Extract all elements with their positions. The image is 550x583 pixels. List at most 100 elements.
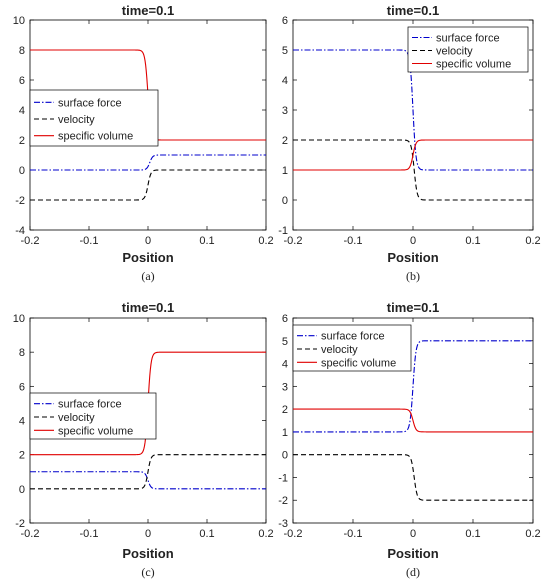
x-tick-label: -0.1 bbox=[80, 528, 99, 540]
y-tick-label: -3 bbox=[278, 518, 288, 530]
x-tick-label: 0.2 bbox=[258, 235, 273, 247]
y-tick-label: 5 bbox=[282, 336, 288, 348]
y-tick-label: 10 bbox=[13, 313, 25, 325]
chart-panel-2: time=0.1 -0.2 -0.1 0 0.1 0.2 -2 0 2 4 6 8 10 Position… bbox=[13, 300, 274, 579]
chart-title: time=0.1 bbox=[387, 300, 439, 315]
legend-entry: velocity bbox=[58, 412, 95, 424]
y-tick-label: 4 bbox=[19, 105, 25, 117]
x-tick-label: -0.1 bbox=[80, 235, 99, 247]
legend-entry: specific volume bbox=[436, 59, 511, 71]
y-tick-label: 4 bbox=[282, 75, 288, 87]
chart-title: time=0.1 bbox=[387, 3, 439, 18]
x-tick-label: 0.2 bbox=[525, 528, 540, 540]
series-line-velocity bbox=[30, 454, 266, 490]
legend-entry: surface force bbox=[321, 331, 385, 343]
chart-title: time=0.1 bbox=[122, 3, 174, 18]
x-tick-label: 0.1 bbox=[465, 528, 480, 540]
series-line-surface-force bbox=[293, 49, 533, 171]
x-axis-label: Position bbox=[387, 546, 438, 561]
y-tick-label: 4 bbox=[282, 359, 288, 371]
y-tick-label: 3 bbox=[282, 105, 288, 117]
x-tick-label: -0.1 bbox=[344, 528, 363, 540]
y-tick-label: 6 bbox=[282, 15, 288, 27]
y-tick-label: 0 bbox=[19, 484, 25, 496]
y-tick-label: 1 bbox=[282, 427, 288, 439]
y-tick-label: 6 bbox=[19, 381, 25, 393]
x-tick-label: -0.2 bbox=[284, 528, 303, 540]
y-tick-label: 6 bbox=[19, 75, 25, 87]
x-tick-label: 0.2 bbox=[525, 235, 540, 247]
y-tick-label: -1 bbox=[278, 225, 288, 237]
x-tick-label: 0.1 bbox=[199, 528, 214, 540]
x-tick-label: 0 bbox=[410, 528, 416, 540]
x-tick-label: 0.1 bbox=[199, 235, 214, 247]
y-tick-label: 4 bbox=[19, 416, 25, 428]
y-tick-label: -2 bbox=[278, 495, 288, 507]
legend: surface force velocity specific volume bbox=[29, 89, 159, 147]
x-axis-label: Position bbox=[122, 250, 173, 265]
y-tick-label: 2 bbox=[19, 135, 25, 147]
chart-title: time=0.1 bbox=[122, 300, 174, 315]
x-tick-label: 0.1 bbox=[465, 235, 480, 247]
panel-caption: (d) bbox=[406, 565, 420, 579]
panel-caption: (a) bbox=[141, 269, 154, 283]
y-tick-label: 5 bbox=[282, 45, 288, 57]
y-tick-label: -4 bbox=[15, 225, 25, 237]
y-tick-label: 2 bbox=[19, 450, 25, 462]
legend-entry: surface force bbox=[436, 33, 500, 45]
y-tick-label: 0 bbox=[282, 195, 288, 207]
legend-entry: surface force bbox=[58, 97, 122, 109]
x-tick-label: 0.2 bbox=[258, 528, 273, 540]
chart-panel-0: time=0.1 -0.2 -0.1 0 0.1 0.2 -4 -2 0 2 4 6 8 10 Positi… bbox=[13, 3, 274, 283]
panel-caption: (c) bbox=[141, 565, 154, 579]
series-line-specific-volume bbox=[293, 408, 533, 433]
series-line-specific-volume bbox=[293, 139, 533, 171]
legend-box bbox=[29, 89, 159, 147]
legend-entry: velocity bbox=[58, 114, 95, 126]
x-tick-label: 0 bbox=[410, 235, 416, 247]
panel-caption: (b) bbox=[406, 269, 420, 283]
y-tick-label: 0 bbox=[282, 450, 288, 462]
legend-entry: specific volume bbox=[321, 357, 396, 369]
series-line-surface-force bbox=[293, 340, 533, 433]
legend-box bbox=[407, 26, 529, 73]
y-tick-label: 6 bbox=[282, 313, 288, 325]
y-tick-label: 2 bbox=[282, 404, 288, 416]
legend-box bbox=[29, 392, 157, 440]
y-tick-label: 8 bbox=[19, 45, 25, 57]
x-tick-label: 0 bbox=[145, 235, 151, 247]
series-line-surface-force bbox=[30, 154, 266, 171]
legend-entry: specific volume bbox=[58, 425, 133, 437]
series-line-velocity bbox=[30, 169, 266, 201]
y-tick-label: -2 bbox=[15, 195, 25, 207]
x-tick-label: -0.1 bbox=[344, 235, 363, 247]
chart-panel-3: time=0.1 -0.2 -0.1 0 0.1 0.2 -3 -2 -1 0 1 2 3 4 5 6 Posi… bbox=[278, 300, 540, 579]
y-tick-label: 3 bbox=[282, 381, 288, 393]
y-tick-label: 8 bbox=[19, 347, 25, 359]
x-axis-label: Position bbox=[122, 546, 173, 561]
legend-entry: surface force bbox=[58, 399, 122, 411]
series-line-velocity bbox=[293, 454, 533, 501]
y-tick-label: 0 bbox=[19, 165, 25, 177]
y-tick-label: 10 bbox=[13, 15, 25, 27]
y-tick-label: -2 bbox=[15, 518, 25, 530]
series-line-surface-force bbox=[30, 471, 266, 490]
series-line-velocity bbox=[293, 139, 533, 201]
legend-box bbox=[292, 324, 412, 372]
x-tick-label: -0.2 bbox=[284, 235, 303, 247]
legend-entry: velocity bbox=[321, 344, 358, 356]
x-tick-label: 0 bbox=[145, 528, 151, 540]
legend-entry: specific volume bbox=[58, 131, 133, 143]
chart-panel-1: time=0.1 -0.2 -0.1 0 0.1 0.2 -1 0 1 2 3 4 5 6 Position… bbox=[278, 3, 540, 283]
y-tick-label: 1 bbox=[282, 165, 288, 177]
y-tick-label: 2 bbox=[282, 135, 288, 147]
x-tick-label: -0.2 bbox=[21, 235, 40, 247]
y-tick-label: -1 bbox=[278, 472, 288, 484]
x-axis-label: Position bbox=[387, 250, 438, 265]
legend-entry: velocity bbox=[436, 46, 473, 58]
